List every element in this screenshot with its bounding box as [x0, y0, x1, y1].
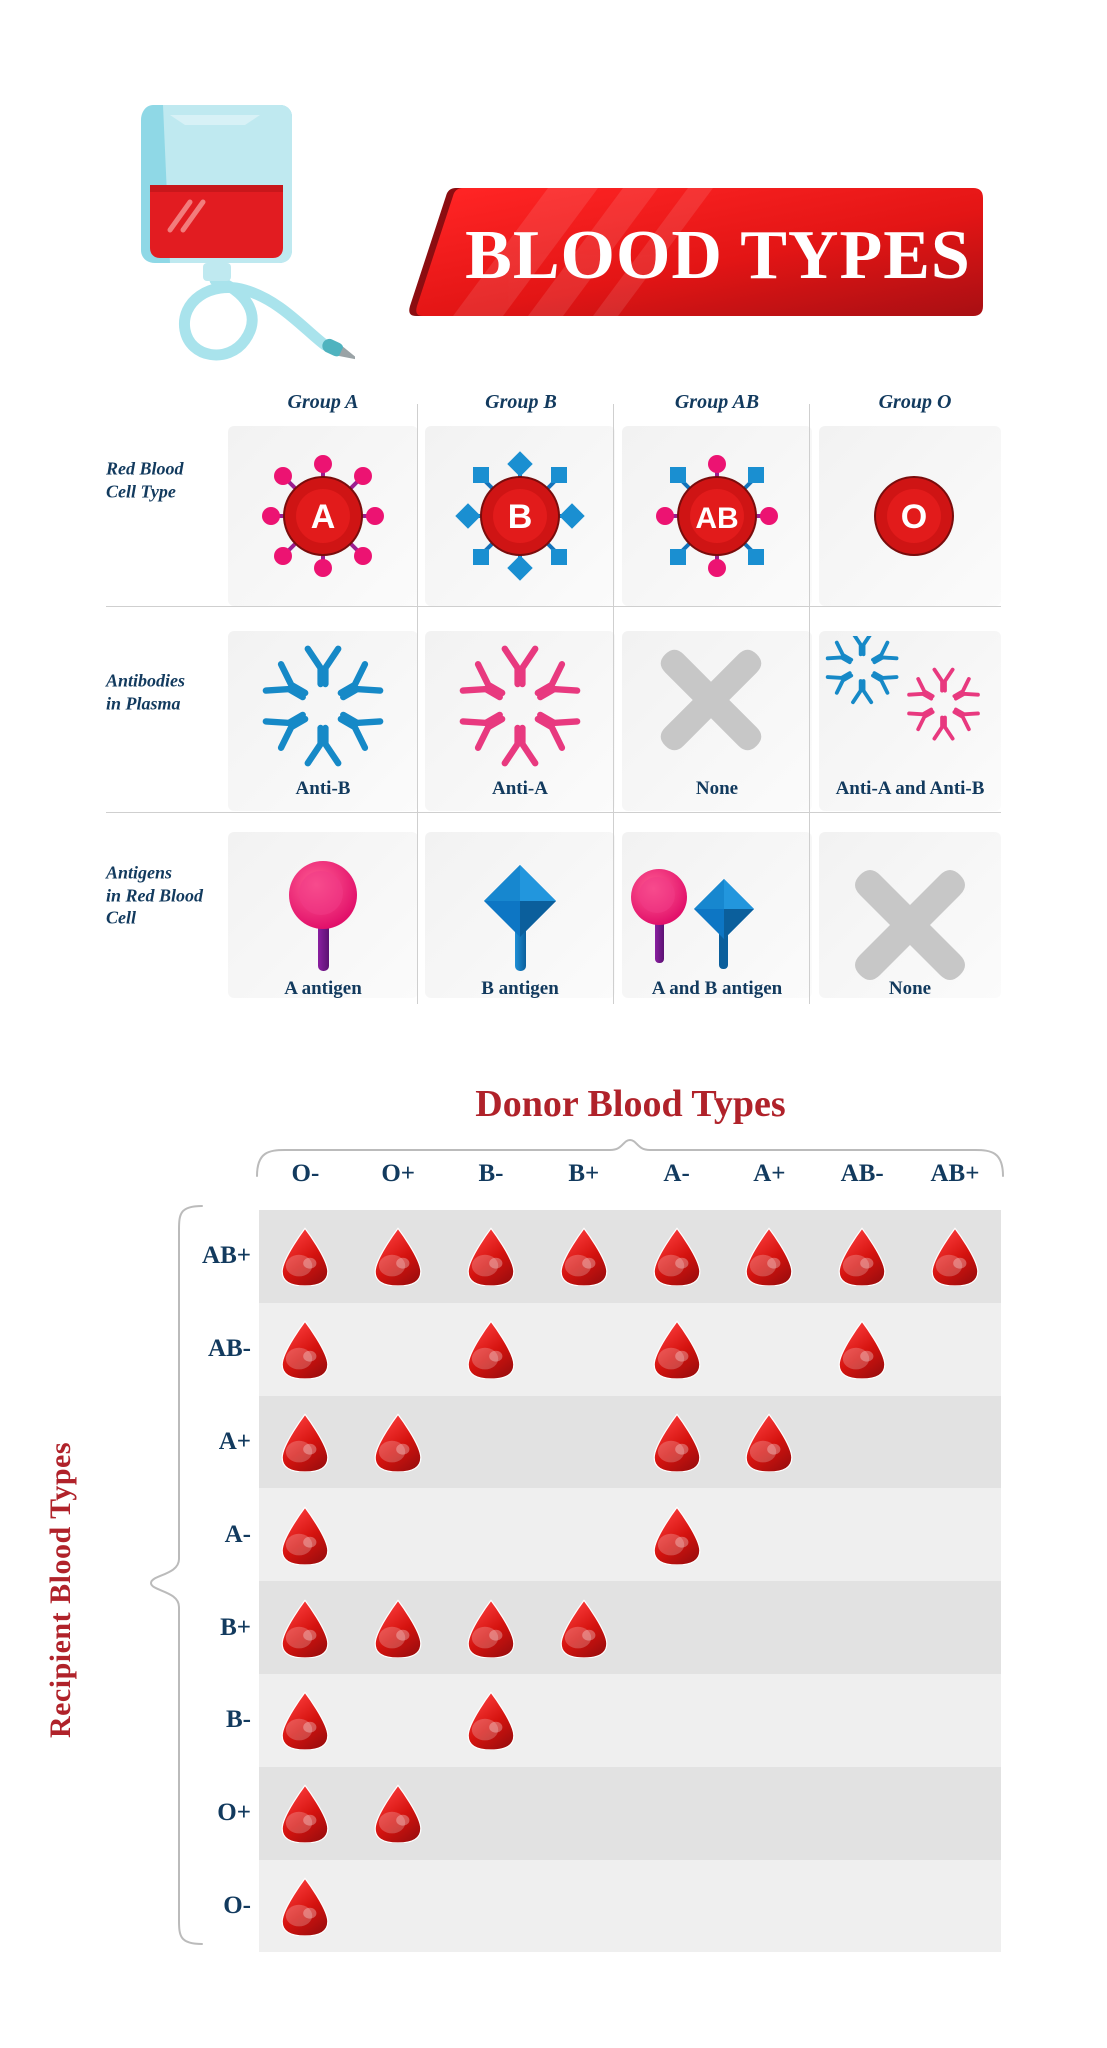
- svg-text:B: B: [508, 498, 533, 536]
- svg-text:A: A: [311, 498, 336, 536]
- svg-text:O: O: [901, 498, 927, 536]
- svg-text:AB: AB: [695, 502, 738, 535]
